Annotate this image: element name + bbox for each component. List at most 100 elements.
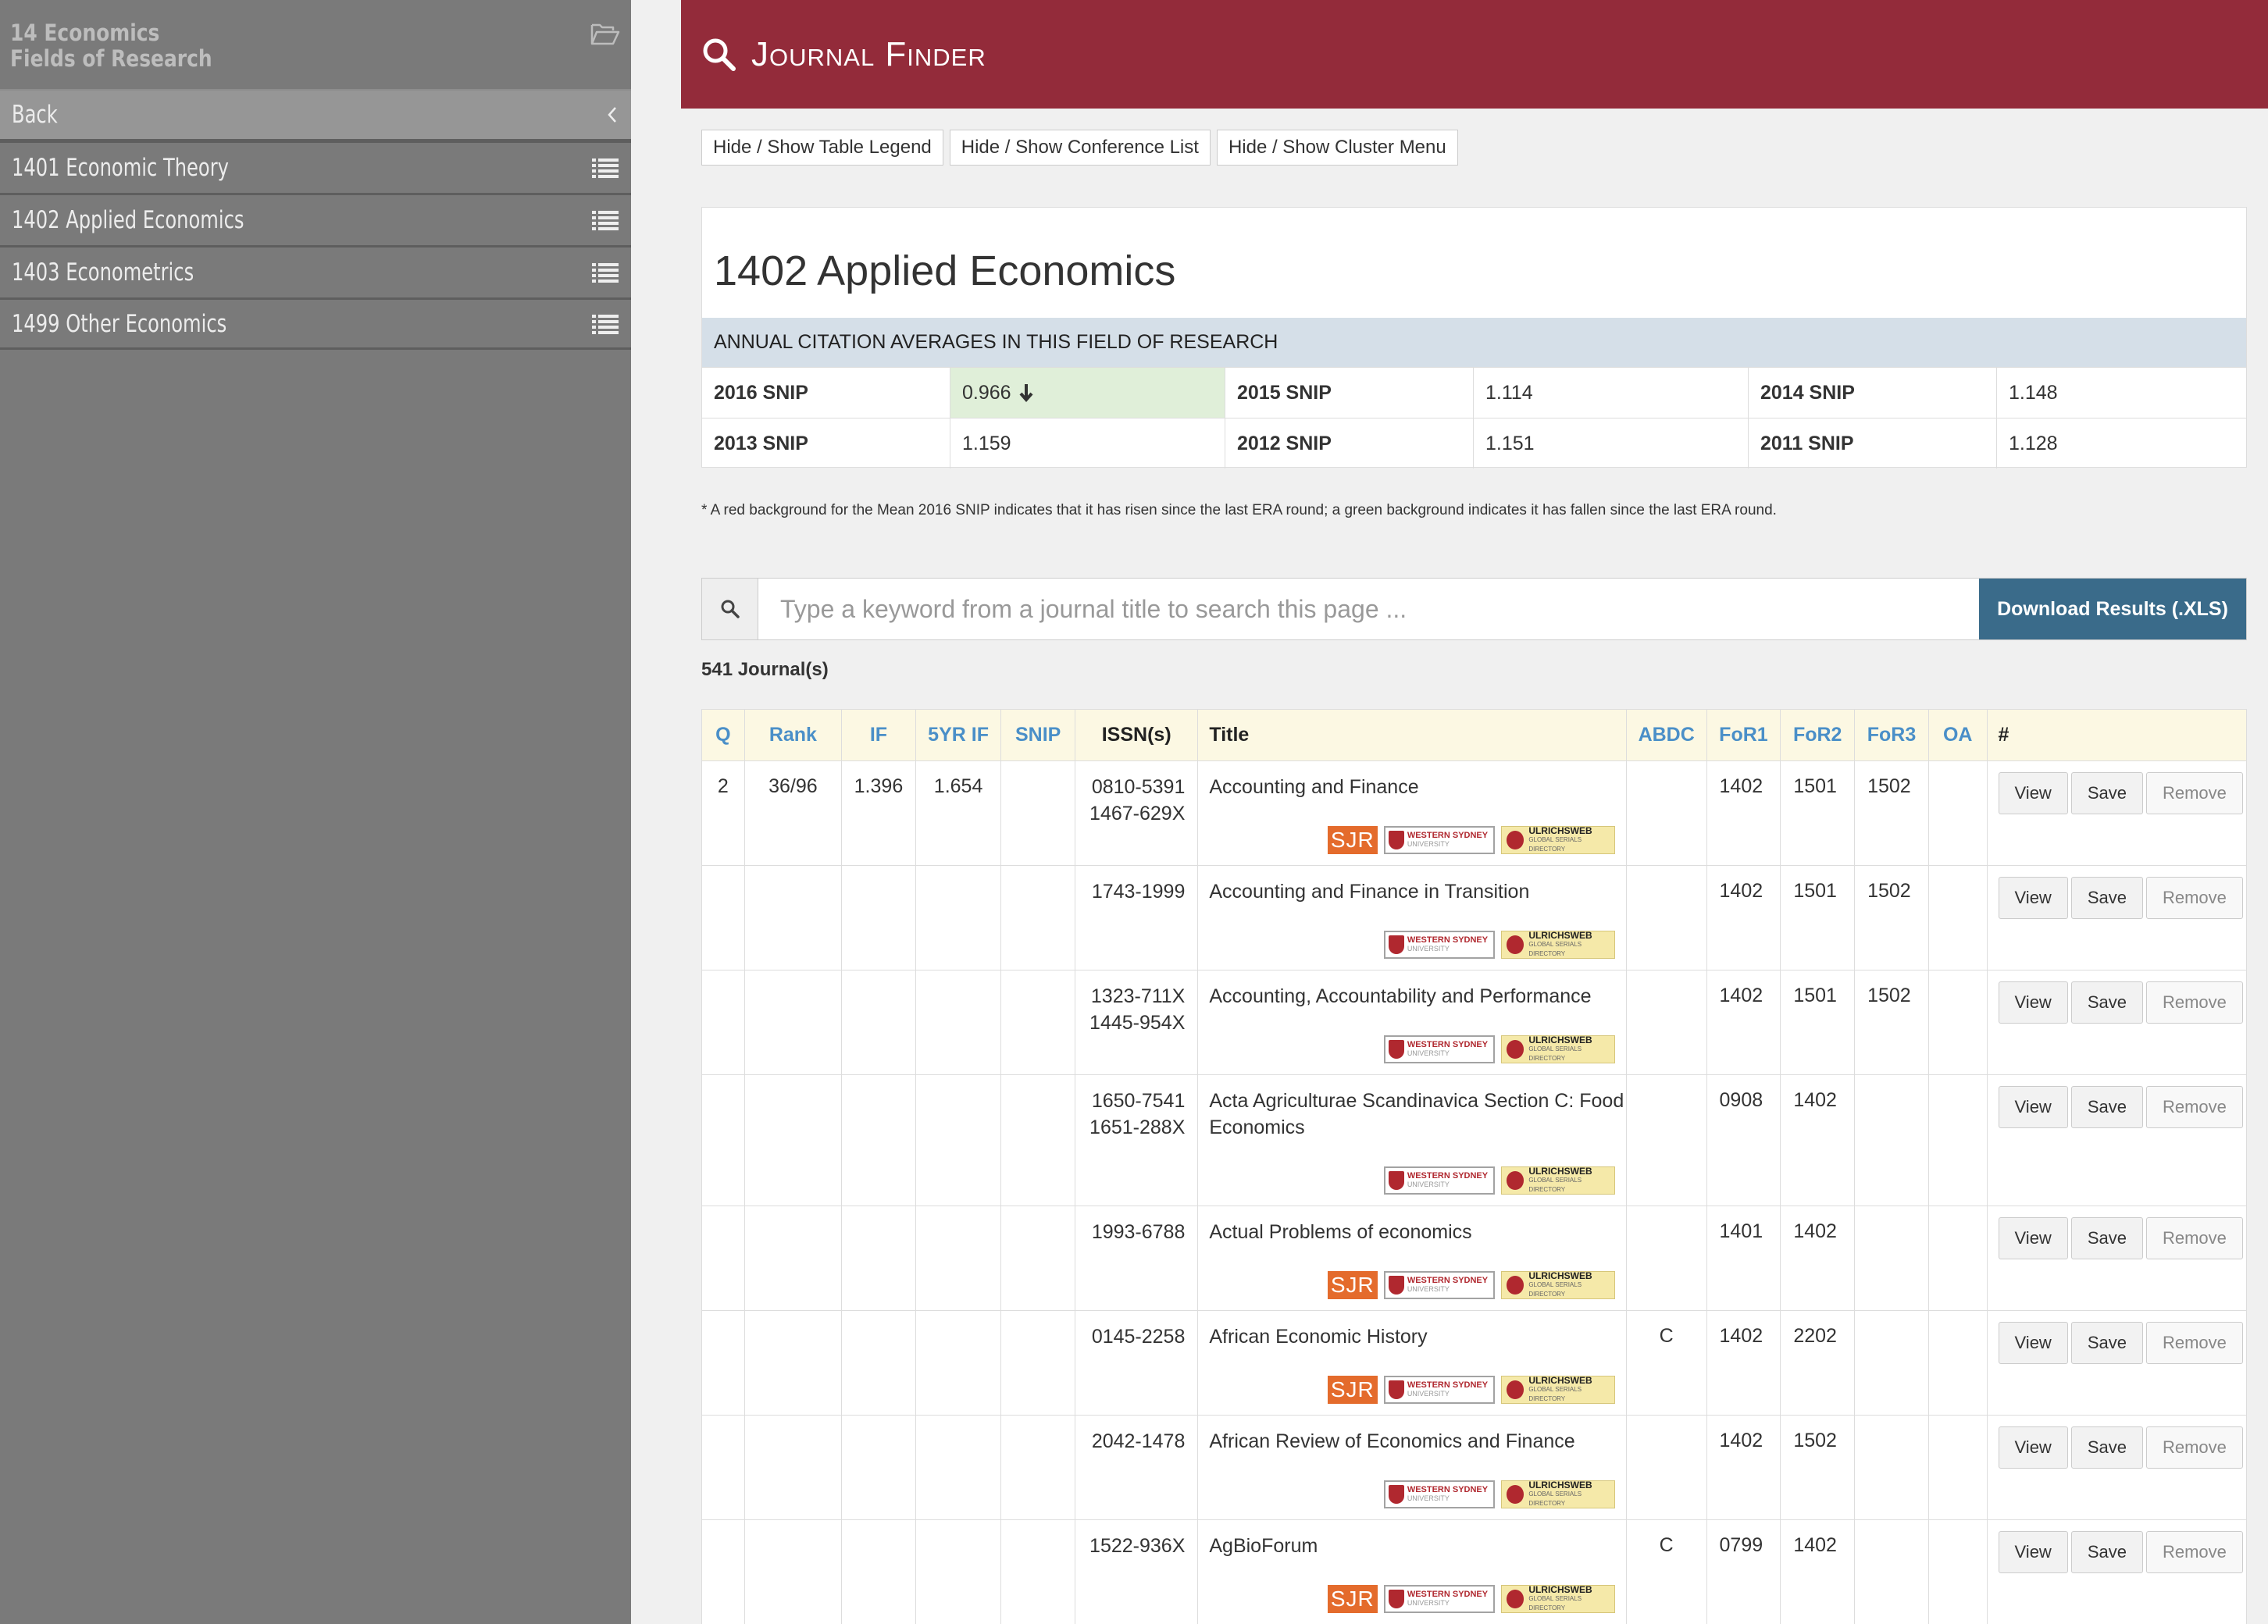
folder-open-icon[interactable] [590, 22, 620, 47]
ulrichsweb-badge[interactable]: ULRICHSWEB GLOBAL SERIALS DIRECTORY [1500, 1166, 1615, 1195]
cell-rank [744, 1415, 843, 1520]
column-header-for3[interactable]: FoR3 [1854, 709, 1929, 761]
sjr-badge[interactable]: SJR [1327, 826, 1378, 854]
wsu-badge-line2: UNIVERSITY [1407, 1285, 1450, 1293]
remove-button[interactable]: Remove [2145, 1217, 2243, 1259]
ulrichsweb-badge[interactable]: ULRICHSWEB GLOBAL SERIALS DIRECTORY [1500, 1376, 1615, 1404]
column-header-if[interactable]: IF [841, 709, 916, 761]
sidebar-item-1499[interactable]: 1499 Other Economics [0, 297, 631, 350]
remove-button[interactable]: Remove [2145, 1322, 2243, 1364]
wsu-badge[interactable]: WESTERN SYDNEY UNIVERSITY [1383, 1035, 1495, 1063]
cell-for2: 2202 [1780, 1310, 1856, 1416]
column-header-q[interactable]: Q [701, 709, 745, 761]
toggle-conference-button[interactable]: Hide / Show Conference List [949, 130, 1211, 166]
remove-button[interactable]: Remove [2145, 981, 2243, 1024]
view-button[interactable]: View [1998, 1322, 2068, 1364]
view-button[interactable]: View [1998, 1217, 2068, 1259]
badge-group: WESTERN SYDNEY UNIVERSITY ULRICHSWEB GLOBAL… [1383, 1166, 1615, 1195]
column-header-oa[interactable]: OA [1927, 709, 1988, 761]
list-icon [592, 263, 619, 283]
sjr-badge[interactable]: SJR [1327, 1585, 1378, 1613]
journal-title: Acta Agriculturae Scandinavica Section C… [1209, 1090, 1624, 1138]
issn-1: 1743-1999 [1091, 881, 1186, 903]
sidebar-back[interactable]: Back [0, 89, 631, 141]
ulrichsweb-badge[interactable]: ULRICHSWEB GLOBAL SERIALS DIRECTORY [1500, 1271, 1615, 1299]
table-row: 1522-936X AgBioForum SJR WESTERN SYDNEY UNIV… [701, 1519, 2248, 1624]
save-button[interactable]: Save [2070, 877, 2143, 919]
cell-abdc [1625, 760, 1707, 866]
cell-for2: 1402 [1780, 1206, 1856, 1311]
snip-value: 1.148 [1997, 367, 2246, 418]
snip-row: 2013 SNIP 1.159 2012 SNIP 1.151 2011 SNI… [702, 418, 2246, 468]
cell-for3: 1502 [1854, 760, 1929, 866]
cell-title: Accounting, Accountability and Performan… [1197, 970, 1627, 1075]
toggle-legend-button[interactable]: Hide / Show Table Legend [701, 130, 943, 166]
view-button[interactable]: View [1998, 1426, 2068, 1469]
wsu-badge[interactable]: WESTERN SYDNEY UNIVERSITY [1383, 1585, 1495, 1613]
view-button[interactable]: View [1998, 772, 2068, 814]
remove-button[interactable]: Remove [2145, 1426, 2243, 1469]
cell-for3 [1854, 1519, 1929, 1624]
save-button[interactable]: Save [2070, 1322, 2143, 1364]
column-header-rank[interactable]: Rank [744, 709, 843, 761]
sidebar-item-1401[interactable]: 1401 Economic Theory [0, 141, 631, 193]
wsu-badge[interactable]: WESTERN SYDNEY UNIVERSITY [1383, 931, 1495, 959]
search-input[interactable] [758, 579, 1979, 639]
remove-button[interactable]: Remove [2145, 1086, 2243, 1128]
sjr-badge[interactable]: SJR [1327, 1271, 1378, 1299]
ulr-badge-line1: ULRICHSWEB [1528, 930, 1592, 941]
toggle-cluster-button[interactable]: Hide / Show Cluster Menu [1216, 130, 1458, 166]
wsu-badge[interactable]: WESTERN SYDNEY UNIVERSITY [1383, 1166, 1495, 1195]
column-header-for2[interactable]: FoR2 [1780, 709, 1856, 761]
download-button[interactable]: Download Results (.XLS) [1979, 579, 2246, 639]
view-button[interactable]: View [1998, 877, 2068, 919]
snip-label: 2014 SNIP [1749, 367, 1997, 418]
wsu-badge[interactable]: WESTERN SYDNEY UNIVERSITY [1383, 826, 1495, 854]
wsu-badge-line1: WESTERN SYDNEY [1407, 831, 1489, 840]
cell-rank [744, 865, 843, 970]
column-header-abdc[interactable]: ABDC [1625, 709, 1707, 761]
save-button[interactable]: Save [2070, 1217, 2143, 1259]
ulr-badge-line2: GLOBAL SERIALS DIRECTORY [1528, 1490, 1582, 1507]
cell-rank [744, 1310, 843, 1416]
page-title: 1402 Applied Economics [714, 248, 1176, 294]
ulrichsweb-badge[interactable]: ULRICHSWEB GLOBAL SERIALS DIRECTORY [1500, 930, 1615, 959]
sjr-badge[interactable]: SJR [1327, 1376, 1378, 1404]
remove-button[interactable]: Remove [2145, 772, 2243, 814]
save-button[interactable]: Save [2070, 981, 2143, 1024]
cell-q: 2 [701, 760, 745, 866]
column-header-snip[interactable]: SNIP [1000, 709, 1076, 761]
wsu-shield-icon [1388, 831, 1404, 849]
cell-actions: View Save Remove [1986, 1415, 2248, 1520]
journal-title: Accounting, Accountability and Performan… [1209, 985, 1592, 1007]
wsu-shield-icon [1388, 1485, 1404, 1504]
view-button[interactable]: View [1998, 1086, 2068, 1128]
cell-oa [1927, 1206, 1988, 1311]
cell-issn: 0145-2258 [1075, 1310, 1199, 1416]
wsu-badge[interactable]: WESTERN SYDNEY UNIVERSITY [1383, 1271, 1495, 1299]
ulr-badge-line2: GLOBAL SERIALS DIRECTORY [1528, 1045, 1582, 1062]
save-button[interactable]: Save [2070, 1531, 2143, 1573]
ulrichsweb-badge[interactable]: ULRICHSWEB GLOBAL SERIALS DIRECTORY [1500, 1584, 1615, 1613]
view-button[interactable]: View [1998, 1531, 2068, 1573]
column-header-for1[interactable]: FoR1 [1706, 709, 1781, 761]
wsu-badge[interactable]: WESTERN SYDNEY UNIVERSITY [1383, 1376, 1495, 1404]
issn-1: 1650-7541 [1091, 1090, 1186, 1112]
cell-issn: 1650-7541 1651-288X [1075, 1074, 1199, 1206]
ulrichsweb-badge[interactable]: ULRICHSWEB GLOBAL SERIALS DIRECTORY [1500, 1035, 1615, 1063]
snip-value: 1.159 [950, 418, 1225, 468]
remove-button[interactable]: Remove [2145, 1531, 2243, 1573]
ulr-badge-line1: ULRICHSWEB [1528, 1584, 1592, 1595]
save-button[interactable]: Save [2070, 772, 2143, 814]
view-button[interactable]: View [1998, 981, 2068, 1024]
save-button[interactable]: Save [2070, 1086, 2143, 1128]
remove-button[interactable]: Remove [2145, 877, 2243, 919]
wsu-badge[interactable]: WESTERN SYDNEY UNIVERSITY [1383, 1480, 1495, 1508]
sidebar-item-1403[interactable]: 1403 Econometrics [0, 245, 631, 297]
ulrichsweb-badge[interactable]: ULRICHSWEB GLOBAL SERIALS DIRECTORY [1500, 826, 1615, 854]
column-header-5yrif[interactable]: 5YR IF [915, 709, 1002, 761]
ulrichsweb-badge[interactable]: ULRICHSWEB GLOBAL SERIALS DIRECTORY [1500, 1480, 1615, 1508]
sidebar-item-1402[interactable]: 1402 Applied Economics [0, 193, 631, 245]
sidebar-title: 14 Economics [10, 20, 160, 46]
save-button[interactable]: Save [2070, 1426, 2143, 1469]
